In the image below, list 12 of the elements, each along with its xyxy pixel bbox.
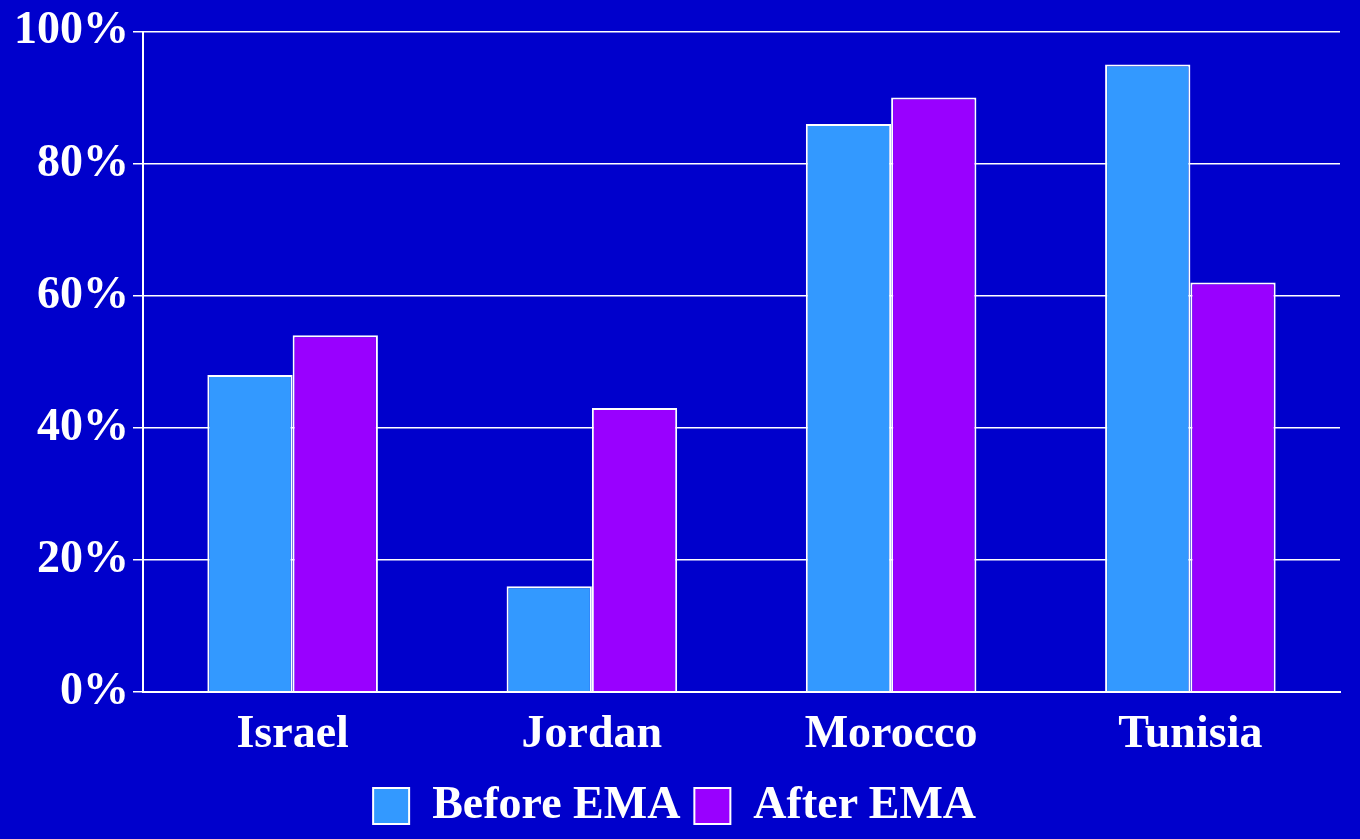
legend-label: Before EMA — [432, 776, 681, 828]
y-tick-label: 0% — [60, 662, 129, 714]
y-tick-label: 100% — [14, 2, 129, 54]
x-tick-label: Morocco — [804, 706, 978, 758]
y-tick-label: 60% — [37, 266, 129, 318]
x-tick-label: Israel — [236, 706, 349, 758]
y-tick-label: 40% — [37, 398, 129, 450]
x-tick-label: Tunisia — [1118, 706, 1263, 758]
y-tick-label: 20% — [37, 530, 129, 582]
y-tick-label: 80% — [37, 134, 129, 186]
legend-label: After EMA — [753, 776, 977, 828]
x-tick-label: Jordan — [521, 706, 663, 758]
